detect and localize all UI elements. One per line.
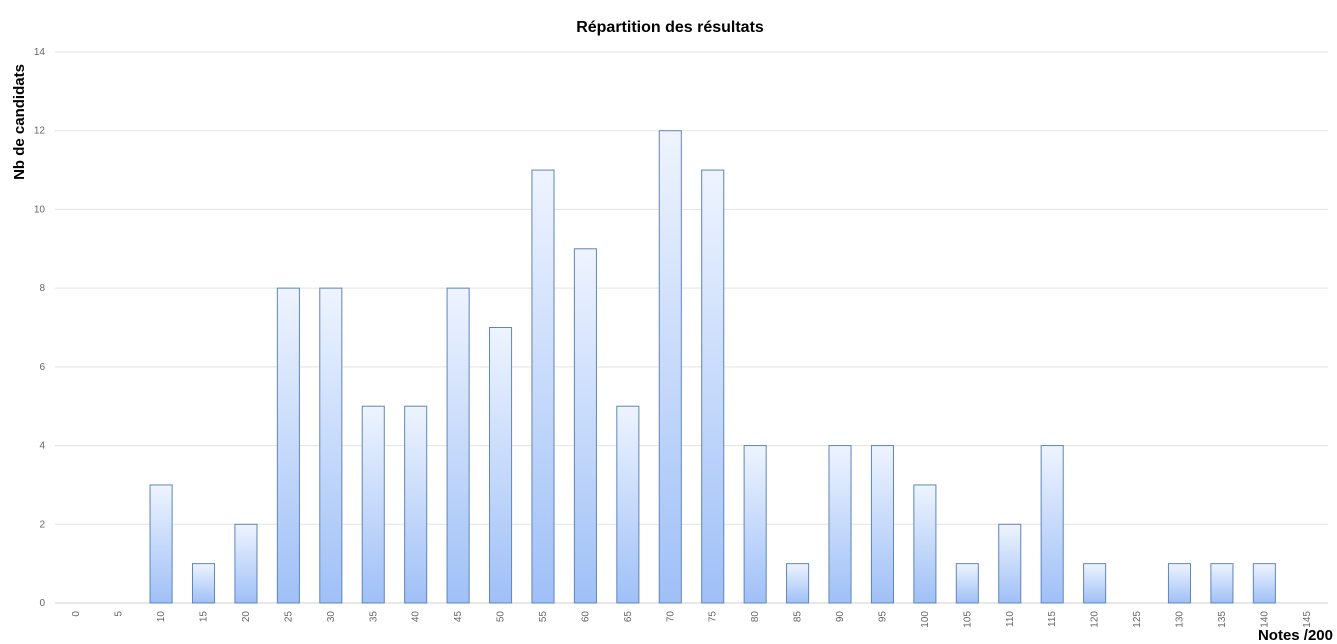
bar <box>276 287 300 604</box>
x-tick-label: 55 <box>538 611 549 623</box>
chart-title: Répartition des résultats <box>576 19 764 36</box>
x-tick-label: 120 <box>1090 611 1101 628</box>
bar <box>998 523 1022 604</box>
bar <box>786 563 810 604</box>
x-tick-label: 75 <box>708 611 719 623</box>
x-tick-label: 0 <box>71 611 82 617</box>
bar <box>701 169 725 604</box>
y-tick-label: 8 <box>39 283 45 294</box>
x-tick-label: 110 <box>1005 611 1016 627</box>
bar <box>658 130 682 604</box>
x-tick-label: 35 <box>368 611 379 623</box>
bar <box>319 287 343 604</box>
x-tick-label: 10 <box>156 611 167 623</box>
x-axis-label: Notes /200 <box>1258 627 1333 644</box>
x-tick-label: 95 <box>877 611 888 623</box>
x-tick-label: 140 <box>1259 611 1270 628</box>
bar <box>1040 445 1064 604</box>
x-tick-label: 15 <box>199 611 210 623</box>
x-tick-label: 80 <box>750 611 761 623</box>
x-tick-label: 45 <box>453 611 464 623</box>
x-tick-label: 70 <box>665 611 676 623</box>
bar <box>404 405 428 604</box>
y-tick-label: 6 <box>39 362 45 373</box>
bar <box>743 445 767 604</box>
x-tick-label: 85 <box>793 611 804 623</box>
bar <box>1167 563 1192 604</box>
bar <box>573 248 597 604</box>
bar <box>531 169 555 604</box>
x-tick-label: 125 <box>1132 611 1143 628</box>
x-tick-label: 145 <box>1302 611 1313 628</box>
bar <box>361 405 385 604</box>
y-tick-label: 12 <box>34 126 46 137</box>
x-tick-label: 115 <box>1047 611 1058 627</box>
bar <box>828 445 852 604</box>
y-tick-label: 2 <box>39 519 45 530</box>
x-tick-label: 90 <box>835 611 846 623</box>
x-tick-label: 65 <box>623 611 634 623</box>
y-tick-label: 10 <box>34 204 46 215</box>
bar <box>1210 563 1234 604</box>
x-tick-label: 100 <box>920 611 931 628</box>
bar <box>489 327 513 604</box>
bar <box>1252 563 1276 604</box>
x-tick-label: 50 <box>496 611 507 623</box>
x-tick-label: 30 <box>326 611 337 623</box>
bar <box>446 287 470 604</box>
x-tick-label: 40 <box>411 611 422 623</box>
gridlines <box>55 51 1328 604</box>
y-axis-label: Nb de candidats <box>11 64 28 180</box>
x-tick-label: 105 <box>962 611 973 628</box>
bar <box>1083 563 1107 604</box>
x-tick-label: 5 <box>114 611 125 617</box>
bar <box>955 563 979 604</box>
x-tick-label: 60 <box>580 611 591 623</box>
x-tick-label: 130 <box>1174 611 1185 628</box>
y-axis-ticks: 0 2 4 6 8 10 12 14 <box>34 47 46 609</box>
y-tick-label: 0 <box>39 598 45 609</box>
y-tick-label: 4 <box>39 441 45 452</box>
bar <box>616 405 640 604</box>
bar <box>234 523 258 604</box>
bar <box>913 484 937 604</box>
bar <box>191 563 216 604</box>
y-tick-label: 14 <box>34 47 46 58</box>
bar <box>870 445 894 604</box>
x-axis-ticks: 0 5 10 15 20 25 30 35 40 45 50 55 60 65 70 75 80 85 90 95 10… <box>71 611 1313 628</box>
x-tick-label: 135 <box>1217 611 1228 628</box>
x-tick-label: 20 <box>241 611 252 623</box>
bar <box>149 484 173 604</box>
bars <box>149 130 1276 604</box>
x-tick-label: 25 <box>283 611 294 623</box>
